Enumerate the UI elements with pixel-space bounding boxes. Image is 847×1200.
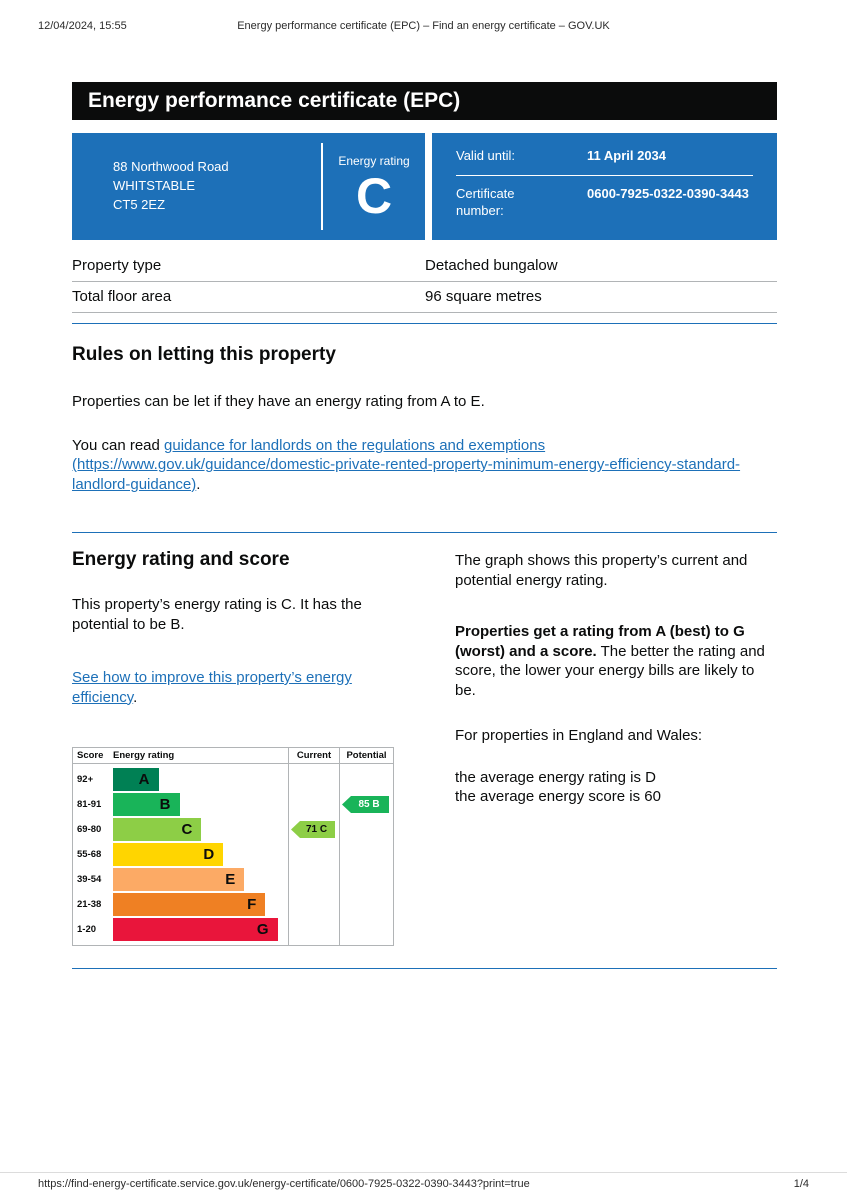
energy-rating-box: Energy rating C [323,133,425,240]
band-letter: B [159,796,171,813]
graph-description: The graph shows this property’s current … [455,552,748,589]
band-letter: G [256,921,269,938]
rating-band-bar: C [113,818,202,841]
guidance-paragraph: You can read guidance for landlords on t… [72,436,777,495]
print-footer-url: https://find-energy-certificate.service.… [38,1178,530,1190]
rating-intro-paragraph: This property’s energy rating is C. It h… [72,596,362,633]
vertical-divider [321,143,323,230]
score-column-header: Score [77,750,104,761]
rating-heading: Energy rating and score [72,549,290,570]
section-divider [72,532,777,533]
rules-paragraph: Properties can be let if they have an en… [72,393,485,410]
band-score: 55-68 [77,849,102,860]
band-score: 21-38 [77,899,102,910]
rating-band-row: 69-80 C [73,817,288,842]
valid-until-row: Valid until: 11 April 2034 [456,147,753,165]
certificate-number-label: Certificate number: [456,185,515,219]
print-footer: https://find-energy-certificate.service.… [0,1172,847,1190]
rating-band-row: 81-91 B [73,792,288,817]
improve-efficiency-link[interactable]: See how to improve this property’s energ… [72,669,352,706]
improve-paragraph: See how to improve this property’s energ… [72,668,394,707]
floor-area-value: 96 square metres [425,281,777,313]
potential-column-header: Potential [339,748,393,763]
property-type-value: Detached bungalow [425,251,777,282]
current-column: 71 C [288,764,339,945]
band-score: 39-54 [77,874,102,885]
band-letter: D [203,846,215,863]
print-datetime: 12/04/2024, 15:55 [38,20,127,32]
property-details-table: Property type Detached bungalow Total fl… [72,251,777,313]
energy-rating-letter: C [355,168,393,224]
rating-band-bar: F [113,893,266,916]
page-title: Energy performance certificate (EPC) [88,89,461,112]
section-divider [72,968,777,969]
rating-band-bar: B [113,793,180,816]
print-page-number: 1/4 [793,1178,809,1190]
improve-suffix: . [133,688,138,706]
average-score-line: the average energy score is 60 [455,788,661,805]
rating-right-column: The graph shows this property’s current … [455,549,777,946]
print-header: 12/04/2024, 15:55 Energy performance cer… [0,20,847,32]
current-rating-arrow: 71 C [291,821,335,838]
band-score: 81-91 [77,799,102,810]
rating-band-row: 1-20 G [73,917,288,942]
band-score: 1-20 [77,924,97,935]
rating-band-bar: G [113,918,278,941]
rating-explanation: Properties get a rating from A (best) to… [455,622,777,700]
rating-band-row: 55-68 D [73,842,288,867]
valid-until-label: Valid until: [456,148,516,163]
energy-rating-chart: Score Energy rating Current Potential 92… [72,747,394,946]
landlord-guidance-link[interactable]: guidance for landlords on the regulation… [72,436,741,493]
band-letter: E [225,871,236,888]
region-paragraph: For properties in England and Wales: [455,727,703,744]
section-divider [72,323,777,324]
table-row: Property type Detached bungalow [72,251,777,282]
certificate-page: Energy performance certificate (EPC) 88 … [72,82,777,969]
rating-bands: 92+ A 81-91 B 69-80 C 55-68 [73,764,288,945]
band-letter: A [138,771,150,788]
property-type-label: Property type [72,251,425,282]
certificate-summary: 88 Northwood Road WHITSTABLE CT5 2EZ Ene… [72,133,777,240]
rating-band-bar: E [113,868,245,891]
band-letter: C [181,821,193,838]
potential-column: 85 B [339,764,393,945]
property-address: 88 Northwood Road WHITSTABLE CT5 2EZ [72,133,321,240]
rating-explanation-rest: The better the rating and score, the low… [455,642,765,699]
rating-band-row: 39-54 E [73,867,288,892]
rating-band-row: 92+ A [73,767,288,792]
guidance-text-suffix: . [196,475,201,493]
address-line-2: WHITSTABLE [113,178,196,194]
valid-until-value: 11 April 2034 [587,148,667,163]
rating-left-column: Energy rating and score This property’s … [72,549,394,946]
certificate-details-box: Valid until: 11 April 2034 Certificate n… [432,133,777,240]
rules-heading: Rules on letting this property [72,344,336,365]
guidance-text-prefix: You can read [72,436,165,454]
horizontal-divider [456,174,753,176]
floor-area-label: Total floor area [72,281,425,313]
energy-rating-section: Energy rating and score This property’s … [72,549,777,946]
address-line-1: 88 Northwood Road [113,159,229,175]
band-score: 92+ [77,774,94,785]
rating-band-bar: A [113,768,159,791]
band-score: 69-80 [77,824,102,835]
epc-title-banner: Energy performance certificate (EPC) [72,82,777,120]
print-document-title: Energy performance certificate (EPC) – F… [237,20,610,32]
rating-band-bar: D [113,843,224,866]
averages-paragraph: the average energy rating is D the averag… [455,768,777,807]
average-rating-line: the average energy rating is D [455,768,656,786]
chart-header: Score Energy rating Current Potential [73,748,393,764]
rating-band-row: 21-38 F [73,892,288,917]
energy-rating-label: Energy rating [338,154,410,168]
chart-body: 92+ A 81-91 B 69-80 C 55-68 [73,764,393,945]
potential-rating-arrow: 85 B [342,796,389,813]
address-line-3: CT5 2EZ [113,196,166,212]
table-row: Total floor area 96 square metres [72,281,777,313]
rating-explanation-bold: Properties get a rating from A (best) to… [455,623,745,660]
current-column-header: Current [288,748,339,763]
address-and-rating-box: 88 Northwood Road WHITSTABLE CT5 2EZ Ene… [72,133,425,240]
rating-column-header: Energy rating [113,750,175,761]
certificate-number-row: Certificate number: 0600-7925-0322-0390-… [456,185,753,220]
certificate-number-value: 0600-7925-0322-0390-3443 [587,185,749,201]
band-letter: F [247,896,257,913]
